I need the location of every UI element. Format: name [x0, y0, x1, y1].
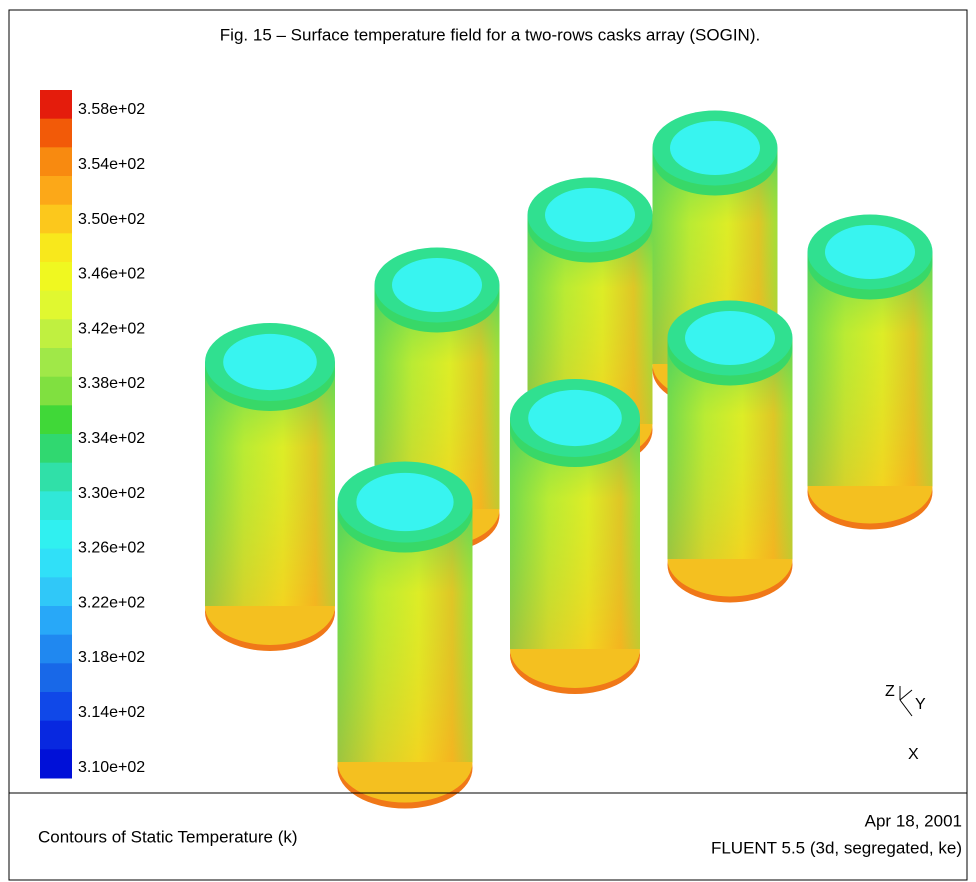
colorbar-label: 3.18e+02 [78, 649, 145, 666]
frame [8, 9, 968, 881]
colorbar-band [40, 548, 72, 578]
colorbar-label: 3.54e+02 [78, 156, 145, 173]
colorbar-band [40, 176, 72, 206]
cask-top-core [670, 121, 760, 175]
colorbar-band [40, 720, 72, 750]
colorbar-band [40, 606, 72, 636]
colorbar-band [40, 663, 72, 693]
colorbar-band [40, 692, 72, 722]
cask-top-core [825, 225, 915, 279]
colorbar-label: 3.38e+02 [78, 375, 145, 392]
colorbar-label: 3.22e+02 [78, 594, 145, 611]
colorbar-band [40, 376, 72, 406]
axis-z: Z [885, 683, 895, 700]
colorbar-band [40, 233, 72, 263]
colorbar-label: 3.58e+02 [78, 101, 145, 118]
axis-y: Y [915, 696, 926, 713]
colorbar-band [40, 204, 72, 234]
cask-top-core [392, 258, 482, 312]
colorbar-label: 3.26e+02 [78, 540, 145, 557]
colorbar-label: 3.50e+02 [78, 211, 145, 228]
cask-top-core [356, 472, 454, 532]
axis-x: X [908, 746, 919, 763]
casks-render [205, 110, 933, 809]
colorbar-band [40, 290, 72, 320]
colorbar-label: 3.10e+02 [78, 759, 145, 776]
cask-top-core [545, 188, 635, 242]
colorbar-label: 3.34e+02 [78, 430, 145, 447]
colorbar-band [40, 577, 72, 607]
colorbar-band [40, 319, 72, 349]
colorbar-band [40, 434, 72, 464]
colorbar-band [40, 520, 72, 550]
colorbar-band [40, 634, 72, 664]
caption: Fig. 15 – Surface temperature field for … [220, 25, 760, 44]
colorbar-band [40, 262, 72, 292]
colorbar-band [40, 462, 72, 492]
colorbar-label: 3.46e+02 [78, 266, 145, 283]
colorbar-band [40, 491, 72, 521]
colorbar-band [40, 749, 72, 779]
colorbar-band [40, 405, 72, 435]
cask-top-core [223, 333, 317, 391]
colorbar: 3.58e+02 3.54e+02 3.50e+02 3.46e+02 3.42e+02… [40, 90, 145, 779]
colorbar-band [40, 90, 72, 120]
footer-software: FLUENT 5.5 (3d, segregated, ke) [711, 838, 962, 857]
cask-top-core [528, 389, 622, 447]
colorbar-band [40, 147, 72, 177]
colorbar-label: 3.42e+02 [78, 320, 145, 337]
colorbar-label: 3.14e+02 [78, 704, 145, 721]
cask-top-core [685, 311, 775, 365]
axis-triad: Z Y X [885, 683, 926, 763]
footer-date: Apr 18, 2001 [865, 811, 962, 830]
colorbar-band [40, 118, 72, 148]
colorbar-band [40, 348, 72, 378]
footer-left: Contours of Static Temperature (k) [38, 827, 298, 846]
colorbar-label: 3.30e+02 [78, 485, 145, 502]
